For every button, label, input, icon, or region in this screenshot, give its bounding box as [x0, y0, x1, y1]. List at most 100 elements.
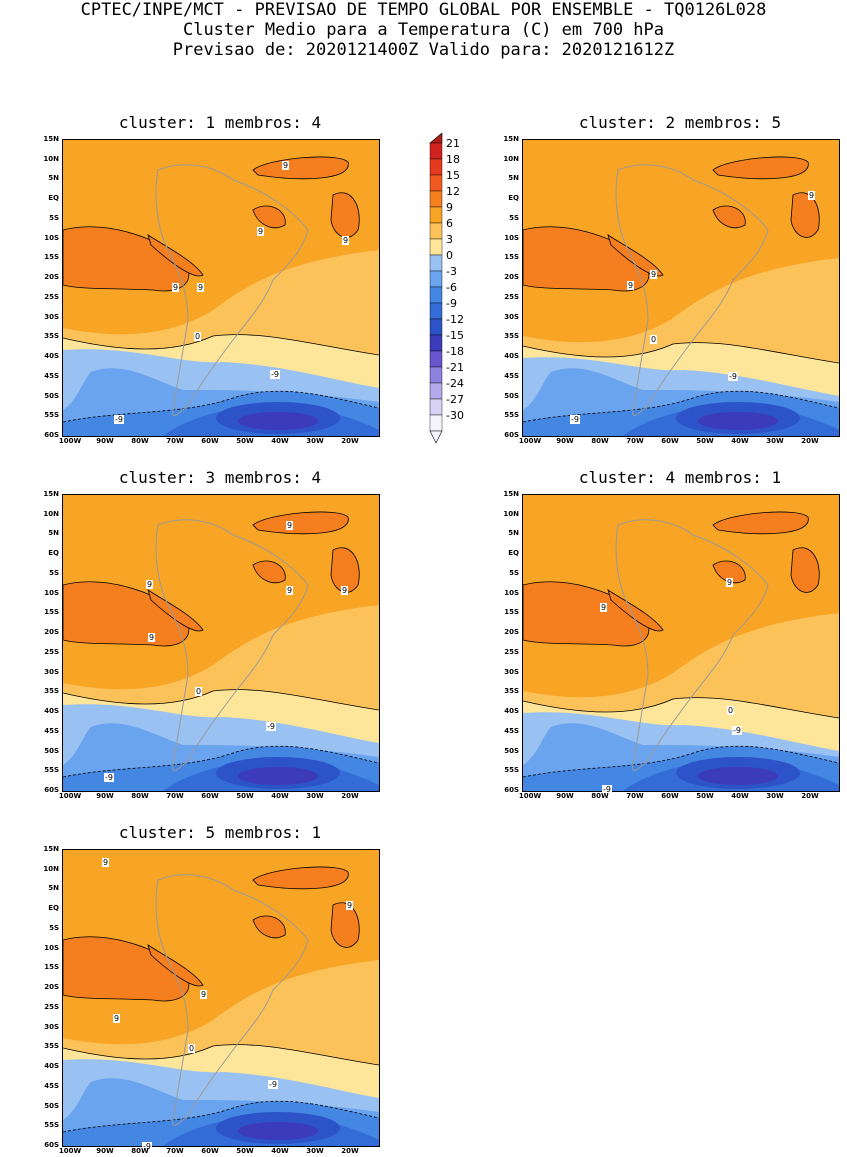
lat-tick-label: 40S: [504, 707, 519, 716]
map-panel-3: [62, 494, 380, 792]
lon-tick-label: 70W: [626, 437, 644, 445]
panel-title: cluster: 1 membros: 4: [118, 113, 322, 132]
lon-tick-label: 100W: [58, 1147, 82, 1155]
lat-tick-label: 45S: [504, 726, 519, 735]
colorbar-swatch: [429, 318, 443, 336]
colorbar-graphic: 21 18 15 12 9 6 3 0 -3 -6 -9 -12 -15 -18 -21 -24 -27 -30: [429, 132, 464, 444]
lat-tick-label: 55S: [44, 411, 59, 420]
colorbar-level-label: 12: [446, 185, 460, 198]
lat-tick-label: 15S: [44, 608, 59, 617]
colorbar-swatch: [429, 382, 443, 400]
lat-tick-label: 45S: [504, 371, 519, 380]
lat-tick-label: 5N: [48, 884, 59, 893]
lat-tick-label: 20S: [504, 273, 519, 282]
contour-label: -9: [732, 726, 742, 735]
lat-tick-label: 55S: [504, 766, 519, 775]
warm-contour-9: [252, 915, 286, 939]
lon-tick-label: 40W: [271, 792, 289, 800]
warm-contour-9: [63, 226, 190, 292]
contour-minus9: [523, 390, 839, 423]
lat-tick-label: 15S: [504, 253, 519, 262]
contour-label: 9: [172, 283, 180, 292]
contour-label: 9: [257, 227, 265, 236]
lat-tick-label: 40S: [44, 352, 59, 361]
lat-tick-label: 15S: [44, 253, 59, 262]
continent-outline: [155, 164, 309, 416]
warm-contour-9: [712, 560, 746, 584]
colorbar-level-label: 6: [446, 217, 453, 230]
lon-tick-label: 80W: [591, 437, 609, 445]
colorbar-level-label: -24: [446, 377, 464, 390]
colorbar-level-label: -18: [446, 345, 464, 358]
colorbar-level-label: -21: [446, 361, 464, 374]
contour-0: [63, 689, 379, 711]
lon-tick-label: 50W: [236, 437, 254, 445]
panel-title: cluster: 3 membros: 4: [118, 468, 322, 487]
continent-outline: [155, 874, 309, 1126]
lon-tick-label: 100W: [518, 792, 542, 800]
cold-core-minus18: [698, 412, 778, 430]
colorbar-level-label: 18: [446, 153, 460, 166]
lat-tick-label: 5S: [49, 923, 59, 932]
lon-tick-label: 60W: [661, 437, 679, 445]
lat-tick-label: 10N: [503, 509, 519, 518]
lon-tick-label: 70W: [166, 792, 184, 800]
lat-tick-label: 45S: [44, 726, 59, 735]
colorbar-level-label: -30: [446, 409, 464, 422]
contour-minus9: [63, 1100, 379, 1133]
header-line-1: CPTEC/INPE/MCT - PREVISAO DE TEMPO GLOBA…: [80, 0, 767, 20]
colorbar-level-label: 9: [446, 201, 453, 214]
lat-tick-label: 50S: [504, 391, 519, 400]
lat-tick-label: 15S: [44, 963, 59, 972]
lon-tick-label: 50W: [236, 1147, 254, 1155]
contour-label: -9: [570, 415, 580, 424]
lon-tick-label: 90W: [556, 437, 574, 445]
contour-label: 9: [346, 901, 354, 910]
lat-tick-label: 30S: [44, 667, 59, 676]
contour-label: 9: [148, 633, 156, 642]
lat-tick-label: 35S: [44, 332, 59, 341]
lat-tick-label: 40S: [504, 352, 519, 361]
lon-tick-label: 30W: [306, 1147, 324, 1155]
lat-tick-label: 20S: [44, 983, 59, 992]
lat-tick-label: EQ: [48, 194, 59, 203]
colorbar-level-label: 3: [446, 233, 453, 246]
colorbar-level-label: 21: [446, 137, 460, 150]
panel-title: cluster: 2 membros: 5: [578, 113, 782, 132]
lat-tick-label: 55S: [504, 411, 519, 420]
colorbar-swatch: [429, 206, 443, 224]
colorbar-level-label: -15: [446, 329, 464, 342]
contour-label: 9: [342, 236, 350, 245]
lon-tick-label: 20W: [341, 792, 359, 800]
contour-label: 9: [113, 1014, 121, 1023]
lat-tick-label: 35S: [44, 687, 59, 696]
contour-label: -9: [142, 1142, 152, 1151]
warm-contour-9: [712, 156, 809, 180]
contour-label: -9: [104, 773, 114, 782]
colorbar-swatch: [429, 366, 443, 384]
lat-tick-label: 15N: [503, 135, 519, 143]
lat-tick-label: 10N: [43, 864, 59, 873]
contour-label: 0: [194, 332, 202, 341]
lat-tick-label: 40S: [44, 707, 59, 716]
colorbar-swatch: [429, 398, 443, 416]
lat-tick-label: 30S: [504, 667, 519, 676]
panel-title: cluster: 4 membros: 1: [578, 468, 782, 487]
lat-tick-label: 50S: [44, 391, 59, 400]
map-panel-1: [62, 139, 380, 437]
lon-tick-label: 90W: [96, 437, 114, 445]
lon-tick-label: 60W: [201, 437, 219, 445]
lat-tick-label: 25S: [44, 1002, 59, 1011]
lat-tick-label: 5N: [48, 529, 59, 538]
lon-tick-label: 40W: [271, 437, 289, 445]
warm-contour-9: [712, 511, 809, 535]
lat-tick-label: 20S: [44, 273, 59, 282]
map-panel-5: [62, 849, 380, 1147]
lon-tick-label: 40W: [731, 792, 749, 800]
colorbar-level-label: -9: [446, 297, 457, 310]
colorbar-swatch: [429, 158, 443, 176]
lon-tick-label: 80W: [131, 1147, 149, 1155]
cold-core-minus18: [698, 767, 778, 785]
colorbar-swatch: [429, 238, 443, 256]
lat-tick-label: 60S: [44, 786, 59, 794]
